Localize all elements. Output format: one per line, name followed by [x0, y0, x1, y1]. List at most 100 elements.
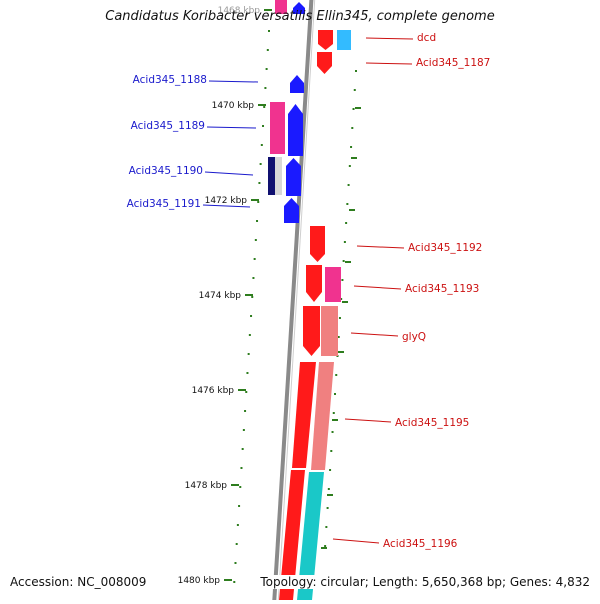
gene-label: Acid345_1193: [405, 283, 479, 295]
left-dot: [251, 296, 254, 298]
right-dot: [350, 146, 353, 148]
scale-tick-label: 1468 kbp: [218, 6, 261, 16]
right-dot: [353, 89, 356, 91]
label-leader-line: [365, 37, 414, 40]
gene-block: [325, 267, 341, 302]
genome-backbone: [272, 0, 316, 604]
label-leader-line: [356, 245, 405, 249]
accession-label: Accession: NC_008009: [8, 575, 149, 589]
left-dot: [234, 562, 237, 564]
left-dot: [262, 125, 265, 127]
left-dot: [239, 486, 242, 488]
right-dot: [324, 545, 327, 547]
right-dot: [340, 298, 343, 300]
gene-arrow: [288, 104, 303, 156]
left-dot: [235, 543, 238, 545]
gene-features: [268, 0, 351, 600]
backbone-line: [272, 0, 314, 604]
right-dot: [334, 393, 337, 395]
left-dot: [258, 182, 261, 184]
left-dot: [233, 581, 236, 583]
scale-tick-label: 1472 kbp: [205, 196, 248, 206]
right-dot: [327, 488, 330, 490]
label-leader-line: [208, 80, 259, 83]
gene-label: glyQ: [402, 331, 426, 343]
right-dot: [337, 336, 340, 338]
left-dot: [268, 30, 270, 32]
left-dot: [266, 49, 269, 51]
scale-tick-label: 1480 kbp: [178, 576, 221, 586]
right-dot: [329, 469, 332, 471]
left-dot: [241, 448, 244, 450]
scale-tick-label: 1476 kbp: [192, 386, 235, 396]
gene-block: [297, 472, 324, 600]
gene-block: [275, 0, 287, 14]
right-dot: [341, 279, 344, 281]
gene-arrow: [306, 265, 322, 302]
gene-label: Acid345_1190: [129, 165, 203, 177]
right-dot: [343, 241, 346, 243]
left-dot: [247, 353, 250, 355]
left-dot: [263, 106, 266, 108]
right-dot: [332, 412, 335, 414]
scale-tick-label: 1474 kbp: [199, 291, 242, 301]
left-dot: [245, 391, 248, 393]
left-dot: [242, 429, 245, 431]
right-dot: [345, 222, 348, 224]
gene-arrow: [290, 75, 304, 93]
label-leader-line: [353, 285, 402, 290]
left-dot: [236, 524, 239, 526]
gene-label: Acid345_1196: [383, 538, 458, 550]
gene-label: Acid345_1188: [133, 74, 207, 86]
scale-ticks: 1468 kbp 1470 kbp 1472 kbp 1474 kbp 1476 kbp…: [178, 6, 361, 586]
gene-arrow: [303, 306, 320, 356]
right-dot: [347, 184, 350, 186]
gene-arrow: [286, 158, 301, 196]
right-dot: [335, 374, 338, 376]
gene-arrow: [318, 30, 333, 50]
right-dot: [330, 450, 333, 452]
right-dot: [342, 260, 345, 262]
label-leader-line: [206, 126, 257, 129]
gene-block: [270, 102, 285, 154]
gene-block: [337, 30, 351, 50]
scale-tick-label: 1470 kbp: [212, 101, 255, 111]
label-leader-line: [365, 62, 413, 65]
gene-label: dcd: [417, 32, 436, 44]
label-leader-line: [332, 538, 380, 544]
label-leader-line: [350, 332, 399, 337]
right-dot: [351, 127, 354, 129]
left-dot: [256, 220, 259, 222]
gene-arrow: [310, 226, 325, 262]
gene-label: Acid345_1191: [127, 198, 201, 210]
scale-tick-label: 1478 kbp: [185, 481, 228, 491]
left-dot: [264, 87, 267, 89]
right-dot: [355, 70, 357, 72]
gene-block: [321, 306, 338, 356]
right-dot: [338, 317, 341, 319]
gene-label: Acid345_1192: [408, 242, 482, 254]
map-title: Candidatus Koribacter versatilis Ellin34…: [105, 9, 495, 24]
left-dot: [257, 201, 260, 203]
gene-arrow: [292, 362, 316, 468]
gene-arrow: [293, 2, 305, 14]
gene-arrow: [317, 52, 332, 74]
gene-label: Acid345_1189: [131, 120, 205, 132]
topology-label: Topology: circular; Length: 5,650,368 bp…: [258, 575, 592, 589]
left-dot: [244, 410, 247, 412]
left-dot: [253, 258, 256, 260]
left-dot: [240, 467, 243, 469]
left-dot: [259, 163, 262, 165]
left-dot: [265, 68, 268, 70]
right-dot: [346, 203, 349, 205]
label-leader-line: [202, 204, 251, 208]
right-dot: [331, 431, 334, 433]
right-dot: [325, 526, 328, 528]
left-dot: [260, 144, 263, 146]
left-dot: [248, 334, 251, 336]
right-dot: [348, 165, 351, 167]
left-dot: [254, 239, 257, 241]
gene-block: [275, 157, 282, 195]
